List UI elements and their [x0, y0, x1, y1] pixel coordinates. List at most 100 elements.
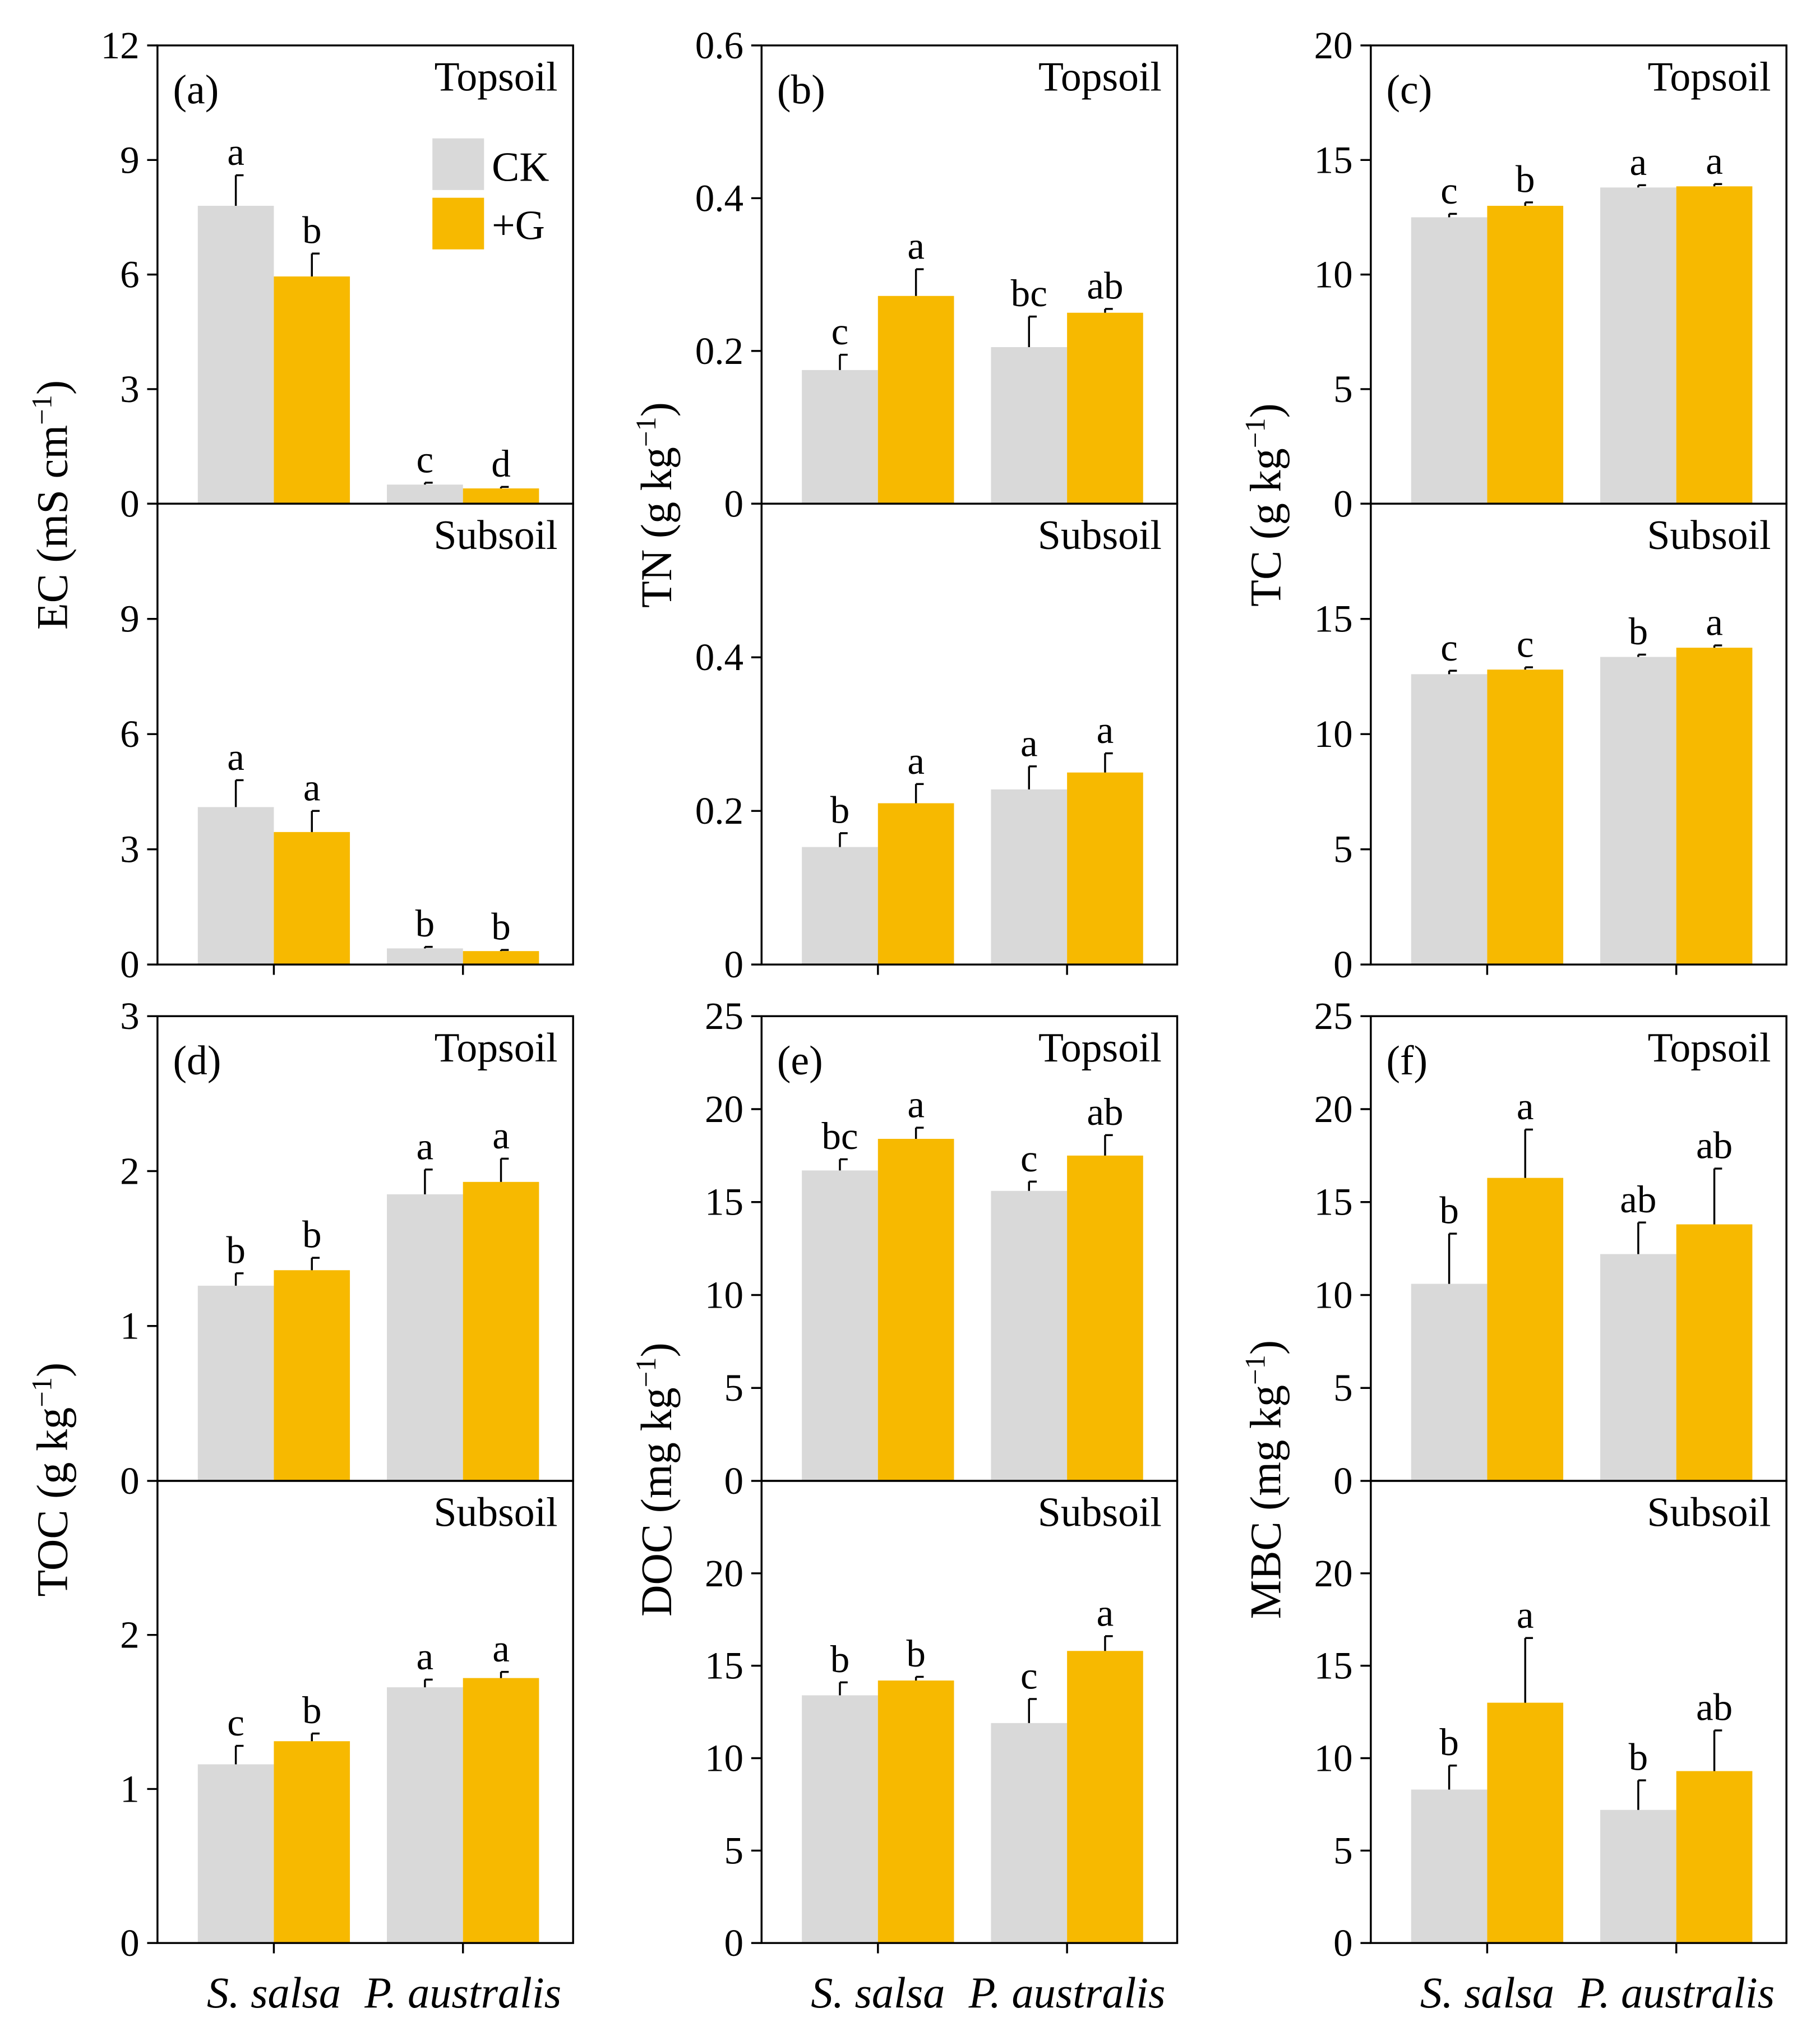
significance-letter: c: [227, 1701, 244, 1744]
y-tick-label: 10: [1314, 712, 1353, 755]
legend-g-swatch: [432, 197, 484, 250]
bar-top-CK-0: [802, 370, 878, 504]
significance-letter: a: [1517, 1084, 1534, 1128]
y-tick-label: 5: [724, 1829, 743, 1872]
significance-letter: ab: [1696, 1124, 1733, 1167]
bar-sub-G-0: [1487, 670, 1564, 965]
layer-label: Topsoil: [1648, 1024, 1771, 1070]
y-tick-label: 12: [101, 24, 140, 67]
y-tick-label: 0: [120, 943, 140, 986]
y-tick-label: 15: [705, 1644, 743, 1687]
bar-top-G-1: [1067, 1155, 1143, 1481]
y-tick-label: 1: [120, 1767, 140, 1810]
significance-letter: ab: [1087, 264, 1123, 307]
y-axis-label: TN (g kg−1): [630, 402, 681, 608]
x-category-label: P. australis: [968, 1968, 1166, 2017]
legend-ck-label: CK: [492, 144, 549, 190]
bar-top-G-0: [274, 1270, 350, 1481]
significance-letter: a: [1020, 721, 1038, 764]
bar-sub-CK-1: [1600, 1809, 1676, 1943]
layer-label: Subsoil: [433, 1489, 557, 1535]
significance-letter: b: [1629, 610, 1648, 653]
bar-sub-CK-1: [387, 948, 463, 965]
bar-sub-CK-0: [197, 807, 274, 965]
y-tick-label: 2: [120, 1149, 140, 1192]
bar-sub-CK-1: [387, 1687, 463, 1943]
significance-letter: a: [1517, 1593, 1534, 1636]
y-tick-label: 5: [1333, 367, 1353, 410]
significance-letter: a: [1097, 1591, 1114, 1634]
y-tick-label: 20: [1314, 1552, 1353, 1595]
bar-top-CK-1: [1600, 1254, 1676, 1481]
y-tick-label: 20: [1314, 1087, 1353, 1130]
plot-frame: [156, 1480, 574, 1944]
significance-letter: c: [1020, 1137, 1038, 1180]
bar-top-CK-1: [1600, 187, 1676, 504]
significance-letter: c: [1440, 169, 1458, 212]
y-tick-label: 10: [1314, 1273, 1353, 1316]
y-tick-label: 0: [1333, 1459, 1353, 1502]
y-tick-label: 0: [120, 482, 140, 525]
bar-top-G-0: [877, 296, 954, 504]
y-tick-label: 10: [1314, 253, 1353, 296]
significance-letter: a: [907, 1083, 925, 1126]
significance-letter: d: [491, 442, 511, 485]
y-tick-label: 10: [705, 1273, 743, 1316]
panel-label: (e): [777, 1037, 823, 1083]
legend-ck-swatch: [432, 138, 484, 190]
significance-letter: b: [906, 1632, 926, 1675]
panel-label: (a): [173, 67, 219, 113]
y-axis-label: TC (g kg−1): [1240, 403, 1290, 607]
x-category-label: S. salsa: [207, 1968, 341, 2017]
y-tick-label: 0: [724, 943, 743, 986]
significance-letter: b: [415, 902, 435, 945]
panel-a: a c b d 0 3 6 9 12 Topsoil a b a b 0 3 6 9 Subsoil (a) EC (m…: [26, 24, 574, 986]
bar-sub-CK-1: [1600, 657, 1676, 965]
significance-letter: a: [227, 735, 244, 778]
bar-sub-G-0: [877, 803, 954, 965]
y-axis-label: TOC (g kg−1): [26, 1363, 77, 1597]
significance-letter: ab: [1696, 1686, 1733, 1729]
significance-letter: bc: [1011, 271, 1047, 315]
panel-b: c bc a ab 0 0.2 0.4 0.6 Topsoil b a a a 0 0.2 0.4 Subsoi…: [630, 24, 1179, 986]
legend-g-label: +G: [492, 202, 545, 248]
bar-sub-G-1: [1067, 772, 1143, 965]
x-category-label: S. salsa: [811, 1968, 945, 2017]
bar-top-G-1: [1676, 186, 1753, 504]
y-axis-label: MBC (mg kg−1): [1240, 1340, 1290, 1619]
bar-sub-G-1: [463, 951, 539, 965]
bar-sub-CK-0: [1411, 1789, 1488, 1943]
significance-letter: c: [832, 310, 849, 353]
y-tick-label: 0.4: [695, 635, 743, 678]
y-tick-label: 0: [1333, 943, 1353, 986]
significance-letter: b: [1439, 1720, 1459, 1764]
layer-label: Topsoil: [1038, 54, 1162, 100]
significance-letter: a: [1706, 601, 1723, 644]
significance-letter: a: [492, 1627, 510, 1670]
bar-sub-G-1: [463, 1678, 539, 1943]
significance-letter: a: [907, 224, 925, 267]
significance-letter: b: [830, 788, 850, 831]
significance-letter: b: [226, 1228, 246, 1271]
panel-label: (b): [777, 67, 825, 113]
bar-sub-G-1: [1676, 648, 1753, 965]
bar-sub-CK-0: [802, 1695, 878, 1943]
layer-label: Topsoil: [1648, 54, 1771, 100]
bar-sub-G-0: [274, 832, 350, 965]
layer-label: Subsoil: [1038, 512, 1162, 558]
plot-frame: [760, 502, 1179, 966]
significance-letter: bc: [821, 1114, 858, 1157]
y-tick-label: 0: [1333, 1921, 1353, 1964]
bar-top-G-1: [1676, 1224, 1753, 1481]
significance-letter: b: [491, 905, 511, 948]
y-tick-label: 1: [120, 1304, 140, 1347]
significance-letter: a: [907, 739, 925, 782]
y-tick-label: 0: [724, 1459, 743, 1502]
y-tick-label: 15: [1314, 1180, 1353, 1224]
y-tick-label: 5: [1333, 1829, 1353, 1872]
bar-sub-CK-1: [991, 789, 1068, 965]
panel-label: (f): [1386, 1037, 1428, 1083]
bar-top-CK-0: [1411, 1284, 1488, 1481]
bar-sub-G-1: [1676, 1771, 1753, 1943]
bar-top-CK-1: [991, 347, 1068, 504]
